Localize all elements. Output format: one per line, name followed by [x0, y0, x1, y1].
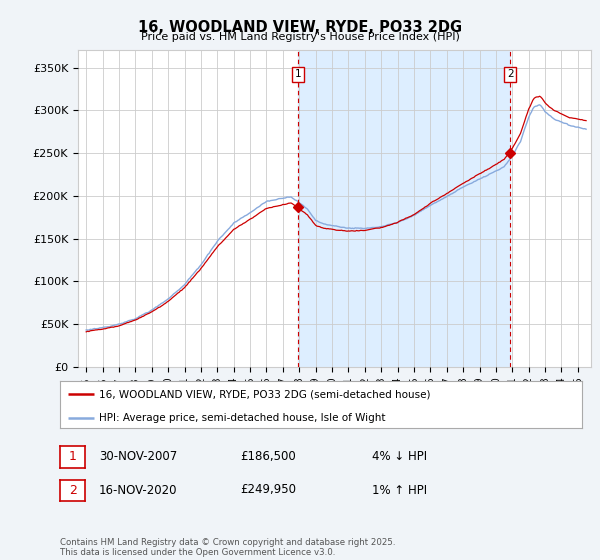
Text: Contains HM Land Registry data © Crown copyright and database right 2025.
This d: Contains HM Land Registry data © Crown c…	[60, 538, 395, 557]
Text: 30-NOV-2007: 30-NOV-2007	[99, 450, 177, 463]
Bar	[298, 50, 510, 367]
Text: 1% ↑ HPI: 1% ↑ HPI	[372, 483, 427, 497]
Text: 1: 1	[68, 450, 77, 464]
Text: 1: 1	[295, 69, 301, 79]
Text: 16, WOODLAND VIEW, RYDE, PO33 2DG: 16, WOODLAND VIEW, RYDE, PO33 2DG	[138, 20, 462, 35]
Text: £186,500: £186,500	[240, 450, 296, 463]
Text: 16-NOV-2020: 16-NOV-2020	[99, 483, 178, 497]
Text: £249,950: £249,950	[240, 483, 296, 497]
Text: Price paid vs. HM Land Registry's House Price Index (HPI): Price paid vs. HM Land Registry's House …	[140, 32, 460, 43]
Text: 2: 2	[68, 484, 77, 497]
Text: HPI: Average price, semi-detached house, Isle of Wight: HPI: Average price, semi-detached house,…	[99, 413, 386, 423]
Text: 4% ↓ HPI: 4% ↓ HPI	[372, 450, 427, 463]
Text: 2: 2	[507, 69, 514, 79]
Text: 16, WOODLAND VIEW, RYDE, PO33 2DG (semi-detached house): 16, WOODLAND VIEW, RYDE, PO33 2DG (semi-…	[99, 389, 431, 399]
